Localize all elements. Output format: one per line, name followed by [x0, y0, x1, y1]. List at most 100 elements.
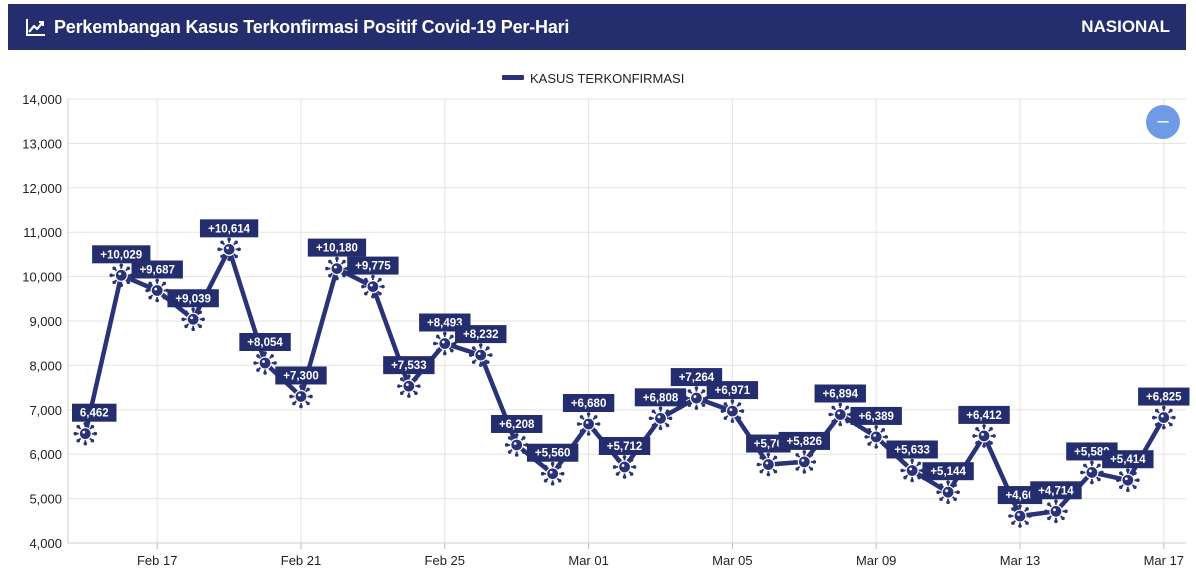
y-tick-label: 13,000: [22, 136, 62, 151]
virus-marker-icon[interactable]: [756, 452, 781, 477]
x-tick-label: Mar 09: [856, 553, 896, 568]
virus-marker-icon[interactable]: [828, 402, 853, 427]
data-label-box: [1138, 387, 1190, 406]
chart-area: 4,000 5,000 6,000 7,000 8,000 9,000 10,000 11,0…: [0, 58, 1196, 577]
virus-marker-icon[interactable]: [217, 237, 241, 262]
virus-marker-icon[interactable]: [504, 433, 529, 457]
y-tick-label: 12,000: [22, 181, 62, 196]
data-label: +9,775: [355, 261, 391, 273]
data-label-box: [383, 356, 435, 375]
data-label-box: [850, 406, 902, 425]
data-label-box: [958, 405, 1010, 424]
page-title: Perkembangan Kasus Terkonfirmasi Positif…: [54, 16, 570, 37]
data-label-box: [598, 436, 651, 455]
data-label: +5,144: [930, 466, 966, 478]
data-label: +10,614: [208, 223, 250, 235]
virus-marker-icon[interactable]: [433, 331, 457, 356]
data-label-box: [491, 414, 543, 433]
data-label: +5,414: [1110, 454, 1146, 466]
virus-marker-icon[interactable]: [1116, 468, 1140, 493]
x-tick-label: Mar 13: [1000, 553, 1040, 568]
data-label: +6,680: [571, 398, 607, 410]
virus-marker-icon[interactable]: [900, 458, 924, 483]
virus-marker-icon[interactable]: [576, 412, 601, 436]
virus-marker-icon[interactable]: [1080, 460, 1104, 485]
data-label: +6,412: [966, 410, 1002, 422]
data-label-box: [92, 245, 151, 264]
data-label: +10,180: [316, 243, 358, 255]
virus-marker-icon[interactable]: [109, 263, 134, 288]
virus-marker-icon[interactable]: [145, 278, 169, 303]
virus-marker-icon[interactable]: [361, 274, 385, 299]
data-label-box: [634, 388, 687, 407]
virus-marker-icon[interactable]: [1152, 405, 1176, 430]
y-tick-label: 8,000: [29, 358, 62, 373]
data-label: +9,687: [139, 264, 175, 276]
data-label-box: [72, 403, 117, 422]
virus-marker-icon[interactable]: [792, 450, 817, 474]
zoom-out-button[interactable]: –: [1146, 105, 1180, 139]
legend-label[interactable]: KASUS TERKONFIRMASI: [530, 71, 684, 86]
virus-marker-icon[interactable]: [73, 421, 98, 446]
data-label-box: [778, 431, 830, 450]
virus-marker-icon[interactable]: [612, 455, 637, 479]
y-tick-label: 10,000: [22, 270, 62, 285]
data-label-box: [239, 333, 291, 352]
x-tick-label: Feb 25: [425, 553, 465, 568]
zoom-out-icon: –: [1157, 110, 1169, 132]
data-label: +8,054: [247, 337, 283, 349]
data-label: +9,039: [175, 293, 211, 305]
virus-marker-icon[interactable]: [936, 480, 960, 505]
data-label: +6,894: [823, 389, 859, 401]
data-label-box: [562, 394, 615, 413]
data-label: +4,714: [1038, 485, 1074, 497]
data-label-box: [1030, 481, 1082, 500]
virus-marker-icon[interactable]: [1044, 499, 1068, 524]
virus-marker-icon[interactable]: [972, 424, 996, 448]
data-label: +6,971: [715, 385, 751, 397]
x-tick-label: Mar 01: [568, 553, 608, 568]
data-label: +5,633: [894, 444, 930, 456]
y-tick-label: 6,000: [29, 447, 62, 462]
data-label: +10,029: [100, 249, 142, 261]
data-label: +5,589: [1074, 446, 1110, 458]
chart-header: Perkembangan Kasus Terkonfirmasi Positif…: [8, 4, 1186, 50]
virus-marker-icon[interactable]: [648, 406, 673, 431]
header-title-group: Perkembangan Kasus Terkonfirmasi Positif…: [26, 4, 569, 50]
virus-marker-icon[interactable]: [397, 374, 421, 398]
data-label: +5,712: [607, 441, 643, 453]
virus-marker-icon[interactable]: [864, 425, 888, 449]
data-label-box: [199, 219, 259, 238]
virus-marker-icon[interactable]: [684, 386, 709, 410]
x-tick-label: Feb 21: [281, 553, 321, 568]
virus-marker-icon[interactable]: [253, 351, 277, 375]
data-label: +5,826: [787, 436, 823, 448]
virus-marker-icon[interactable]: [540, 461, 565, 486]
data-label: +5,76: [754, 439, 783, 451]
data-label-box: [275, 366, 327, 385]
data-label-box: [455, 325, 507, 344]
virus-marker-icon[interactable]: [720, 399, 745, 423]
virus-marker-icon[interactable]: [468, 343, 493, 367]
data-label-box: [167, 289, 219, 308]
data-label-box: [1102, 450, 1154, 469]
line-chart: 4,000 5,000 6,000 7,000 8,000 9,000 10,000 11,0…: [22, 71, 1190, 568]
virus-marker-icon[interactable]: [289, 384, 313, 409]
data-label: +4,60: [1005, 490, 1034, 502]
x-tick-label: Mar 05: [712, 553, 752, 568]
data-label-box: [526, 443, 579, 462]
virus-marker-icon[interactable]: [325, 256, 349, 281]
virus-marker-icon[interactable]: [181, 307, 205, 332]
data-label: +7,533: [391, 360, 427, 372]
data-label-box: [347, 256, 399, 275]
data-label-box: [706, 381, 759, 400]
data-label: +7,264: [679, 372, 715, 384]
data-label: +8,493: [427, 318, 463, 330]
virus-marker-icon[interactable]: [1008, 504, 1032, 528]
data-label-box: [307, 238, 367, 257]
data-label: +6,808: [643, 392, 679, 404]
data-label: +6,208: [499, 419, 535, 431]
legend-swatch[interactable]: [502, 75, 524, 80]
y-tick-label: 9,000: [29, 314, 62, 329]
data-label-box: [922, 462, 974, 481]
